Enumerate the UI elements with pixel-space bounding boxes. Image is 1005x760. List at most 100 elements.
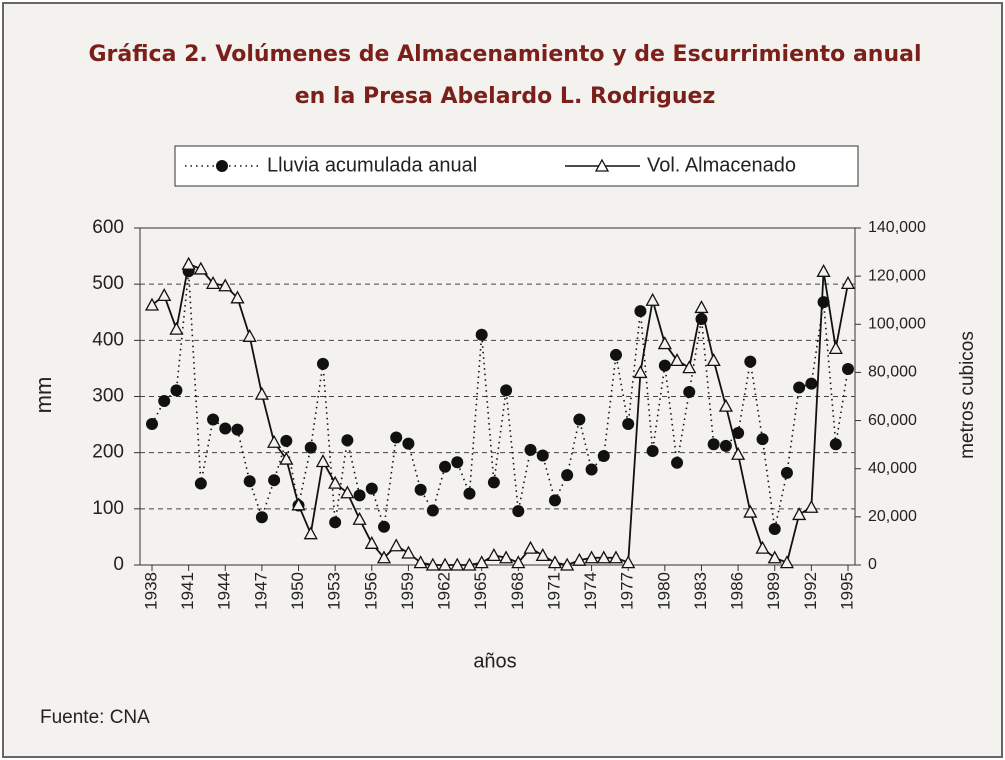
point — [231, 423, 244, 436]
point — [425, 557, 440, 571]
point — [646, 444, 659, 457]
point — [840, 276, 856, 290]
point — [633, 365, 648, 379]
y-tick-label: 100 — [92, 498, 124, 519]
point — [683, 386, 696, 399]
point — [634, 305, 647, 318]
point — [279, 451, 294, 465]
x-tick-label: 1983 — [691, 572, 710, 610]
point — [242, 328, 257, 342]
point — [719, 439, 732, 452]
point — [585, 463, 598, 476]
point — [329, 516, 342, 529]
y-tick-label: 500 — [92, 273, 124, 294]
point — [365, 482, 378, 495]
x-tick-label: 1977 — [618, 572, 637, 610]
x-tick-label: 1992 — [801, 572, 820, 610]
point — [169, 321, 184, 335]
y-tick-label: 300 — [92, 386, 124, 407]
point — [328, 475, 343, 489]
point — [608, 550, 624, 564]
point — [828, 340, 843, 355]
y2-tick-label: 60,000 — [868, 412, 917, 429]
point — [584, 550, 599, 564]
point — [610, 348, 622, 361]
point — [596, 550, 611, 564]
point — [767, 550, 782, 564]
point — [364, 535, 379, 549]
point — [669, 353, 685, 367]
point — [463, 487, 476, 500]
point — [303, 526, 318, 540]
y2-tick-label: 140,000 — [868, 219, 926, 236]
point — [352, 511, 367, 525]
x-tick-label: 1953 — [325, 572, 344, 610]
point — [694, 300, 709, 314]
point — [255, 511, 268, 524]
x-tick-label: 1989 — [764, 572, 783, 610]
point — [193, 261, 208, 275]
point — [158, 394, 171, 407]
x-tick-label: 1941 — [178, 572, 197, 610]
point — [487, 476, 500, 489]
x-tick-label: 1959 — [398, 572, 417, 610]
point — [304, 441, 317, 454]
point — [254, 386, 269, 400]
chart-title: Gráfica 2. Volúmenes de Almacenamiento y… — [88, 42, 921, 67]
point — [718, 398, 733, 412]
point — [376, 550, 392, 564]
y2-tick-label: 20,000 — [868, 508, 917, 525]
point — [561, 469, 574, 482]
y-tick-label: 600 — [92, 217, 124, 238]
point — [572, 552, 587, 566]
point — [499, 550, 514, 564]
point — [219, 422, 232, 435]
x-tick-label: 1968 — [508, 572, 527, 610]
point — [816, 263, 831, 277]
point — [205, 276, 221, 290]
point — [804, 499, 819, 513]
point — [341, 434, 354, 447]
point — [622, 418, 635, 431]
point — [267, 434, 282, 448]
point — [146, 418, 158, 431]
point — [315, 454, 331, 468]
point — [805, 377, 818, 390]
point — [731, 446, 746, 460]
point — [230, 290, 245, 304]
y-tick-label: 200 — [92, 442, 124, 463]
point — [548, 494, 561, 507]
point — [829, 438, 842, 451]
y2-axis-label: metros cubicos — [957, 331, 978, 459]
y-tick-label: 400 — [92, 329, 124, 350]
point — [243, 475, 256, 488]
point — [378, 520, 390, 533]
point — [475, 328, 488, 341]
point — [671, 456, 684, 469]
series-line — [151, 271, 849, 530]
point — [792, 507, 807, 521]
point — [207, 413, 220, 426]
point — [181, 256, 196, 270]
point — [768, 523, 781, 536]
point — [268, 474, 281, 487]
y2-tick-label: 100,000 — [868, 316, 926, 333]
point — [144, 297, 160, 311]
x-axis-label: años — [473, 650, 516, 672]
legend-label: Lluvia acumulada anual — [267, 154, 477, 176]
point — [645, 292, 660, 306]
point — [523, 540, 538, 554]
x-tick-label: 1944 — [215, 572, 234, 610]
point — [706, 353, 721, 367]
x-tick-label: 1962 — [435, 572, 454, 610]
point — [817, 296, 830, 309]
x-tick-label: 1956 — [361, 572, 380, 610]
point — [414, 483, 427, 496]
y2-tick-label: 120,000 — [868, 267, 926, 284]
point — [597, 450, 610, 463]
legend-label: Vol. Almacenado — [647, 154, 796, 176]
x-tick-label: 1950 — [288, 572, 307, 610]
legend-marker — [594, 158, 610, 172]
